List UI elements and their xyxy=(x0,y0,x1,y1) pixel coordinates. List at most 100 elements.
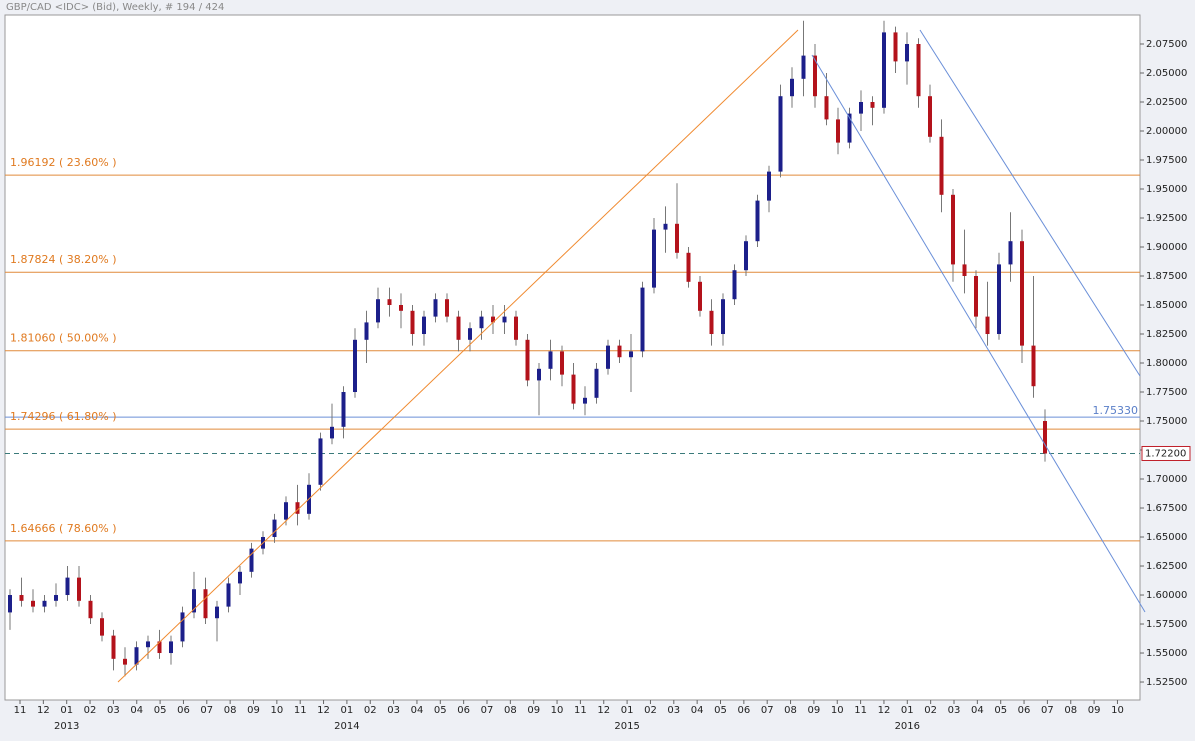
x-tick-label: 08 xyxy=(504,705,517,716)
x-tick-label: 04 xyxy=(411,705,424,716)
candle-body xyxy=(870,102,875,108)
y-tick-label: 1.67500 xyxy=(1146,503,1187,514)
x-tick-label: 02 xyxy=(364,705,377,716)
candle-body xyxy=(1031,345,1036,387)
candle-body xyxy=(985,316,990,335)
candle-body xyxy=(525,339,530,381)
x-tick-label: 04 xyxy=(971,705,984,716)
candle-body xyxy=(19,595,24,601)
x-tick-label: 12 xyxy=(37,705,50,716)
candle-body xyxy=(353,339,357,393)
candle-body xyxy=(882,32,886,108)
y-tick-label: 1.65000 xyxy=(1146,532,1187,543)
x-tick-label: 01 xyxy=(901,705,914,716)
y-tick-label: 1.57500 xyxy=(1146,619,1187,630)
year-label: 2016 xyxy=(895,721,920,732)
candle-body xyxy=(479,316,484,329)
x-tick-label: 07 xyxy=(200,705,213,716)
candle-body xyxy=(8,595,12,613)
channel-line xyxy=(919,29,1141,377)
x-tick-label: 02 xyxy=(644,705,657,716)
candle-body xyxy=(594,368,599,398)
x-tick-label: 06 xyxy=(1018,705,1031,716)
x-tick-label: 10 xyxy=(1111,705,1124,716)
candle-body xyxy=(180,612,185,642)
x-tick-label: 11 xyxy=(14,705,27,716)
candle-body xyxy=(445,299,449,317)
x-tick-label: 12 xyxy=(597,705,610,716)
candle-body xyxy=(675,223,679,253)
candle-body xyxy=(721,299,725,335)
x-tick-label: 05 xyxy=(434,705,447,716)
chart-title: GBP/CAD <IDC> (Bid), Weekly, # 194 / 424 xyxy=(6,2,224,13)
candle-body xyxy=(997,264,1001,335)
y-tick-label: 1.75000 xyxy=(1146,416,1187,427)
candle-body xyxy=(571,374,576,404)
y-tick-label: 1.55000 xyxy=(1146,648,1187,659)
candle-body xyxy=(640,287,645,352)
x-tick-label: 10 xyxy=(270,705,283,716)
candle-body xyxy=(410,310,415,335)
candle-body xyxy=(732,270,737,300)
y-tick-label: 2.02500 xyxy=(1146,97,1187,108)
candle-body xyxy=(468,328,472,340)
candle-body xyxy=(824,96,829,120)
candle-body xyxy=(548,351,553,369)
last-price-box xyxy=(1141,445,1191,461)
y-tick-label: 1.60000 xyxy=(1146,590,1187,601)
year-label: 2015 xyxy=(614,721,639,732)
candle-body xyxy=(284,502,288,520)
level-label: 1.75330 xyxy=(1093,404,1139,417)
x-tick-label: 08 xyxy=(1064,705,1077,716)
x-tick-label: 12 xyxy=(878,705,891,716)
candle-body xyxy=(272,519,277,538)
y-tick-label: 2.00000 xyxy=(1146,126,1187,137)
candle-body xyxy=(686,252,691,282)
x-tick-label: 12 xyxy=(317,705,330,716)
x-tick-label: 01 xyxy=(621,705,634,716)
candle-body xyxy=(54,595,58,601)
x-tick-label: 03 xyxy=(948,705,961,716)
y-tick-label: 1.62500 xyxy=(1146,561,1187,572)
y-tick-label: 2.07500 xyxy=(1146,39,1187,50)
candle-body xyxy=(801,55,806,79)
candle-body xyxy=(974,276,978,317)
x-tick-label: 06 xyxy=(457,705,470,716)
candle-body xyxy=(560,351,564,375)
candle-body xyxy=(698,281,702,311)
candle-body xyxy=(295,502,300,514)
candle-body xyxy=(859,102,863,114)
y-tick-label: 1.87500 xyxy=(1146,271,1187,282)
y-tick-label: 1.82500 xyxy=(1146,329,1187,340)
x-tick-label: 04 xyxy=(130,705,143,716)
candle-body xyxy=(65,577,70,596)
candle-body xyxy=(387,299,392,306)
candle-body xyxy=(192,589,196,613)
x-tick-label: 03 xyxy=(667,705,680,716)
fib-label: 1.74296 ( 61.80% ) xyxy=(10,410,117,423)
candle-body xyxy=(100,618,104,636)
candle-body xyxy=(1020,241,1024,346)
candle-body xyxy=(939,136,944,195)
x-tick-label: 06 xyxy=(737,705,750,716)
y-tick-label: 1.80000 xyxy=(1146,358,1187,369)
candle-body xyxy=(928,96,932,137)
candle-body xyxy=(629,351,633,358)
y-tick-label: 1.85000 xyxy=(1146,300,1187,311)
candle-body xyxy=(583,397,587,404)
candle-body xyxy=(790,78,794,97)
x-tick-label: 02 xyxy=(84,705,97,716)
candle-body xyxy=(433,299,438,317)
candle-body xyxy=(422,316,426,335)
candle-body xyxy=(399,305,403,311)
channel-line xyxy=(811,54,1146,613)
x-tick-label: 11 xyxy=(294,705,307,716)
candle-body xyxy=(847,113,852,143)
candle-body xyxy=(341,392,346,427)
x-tick-label: 06 xyxy=(177,705,190,716)
candle-body xyxy=(491,316,495,323)
candle-body xyxy=(111,635,116,659)
candle-body xyxy=(905,44,909,62)
candle-body xyxy=(238,571,242,584)
y-tick-label: 2.05000 xyxy=(1146,68,1187,79)
